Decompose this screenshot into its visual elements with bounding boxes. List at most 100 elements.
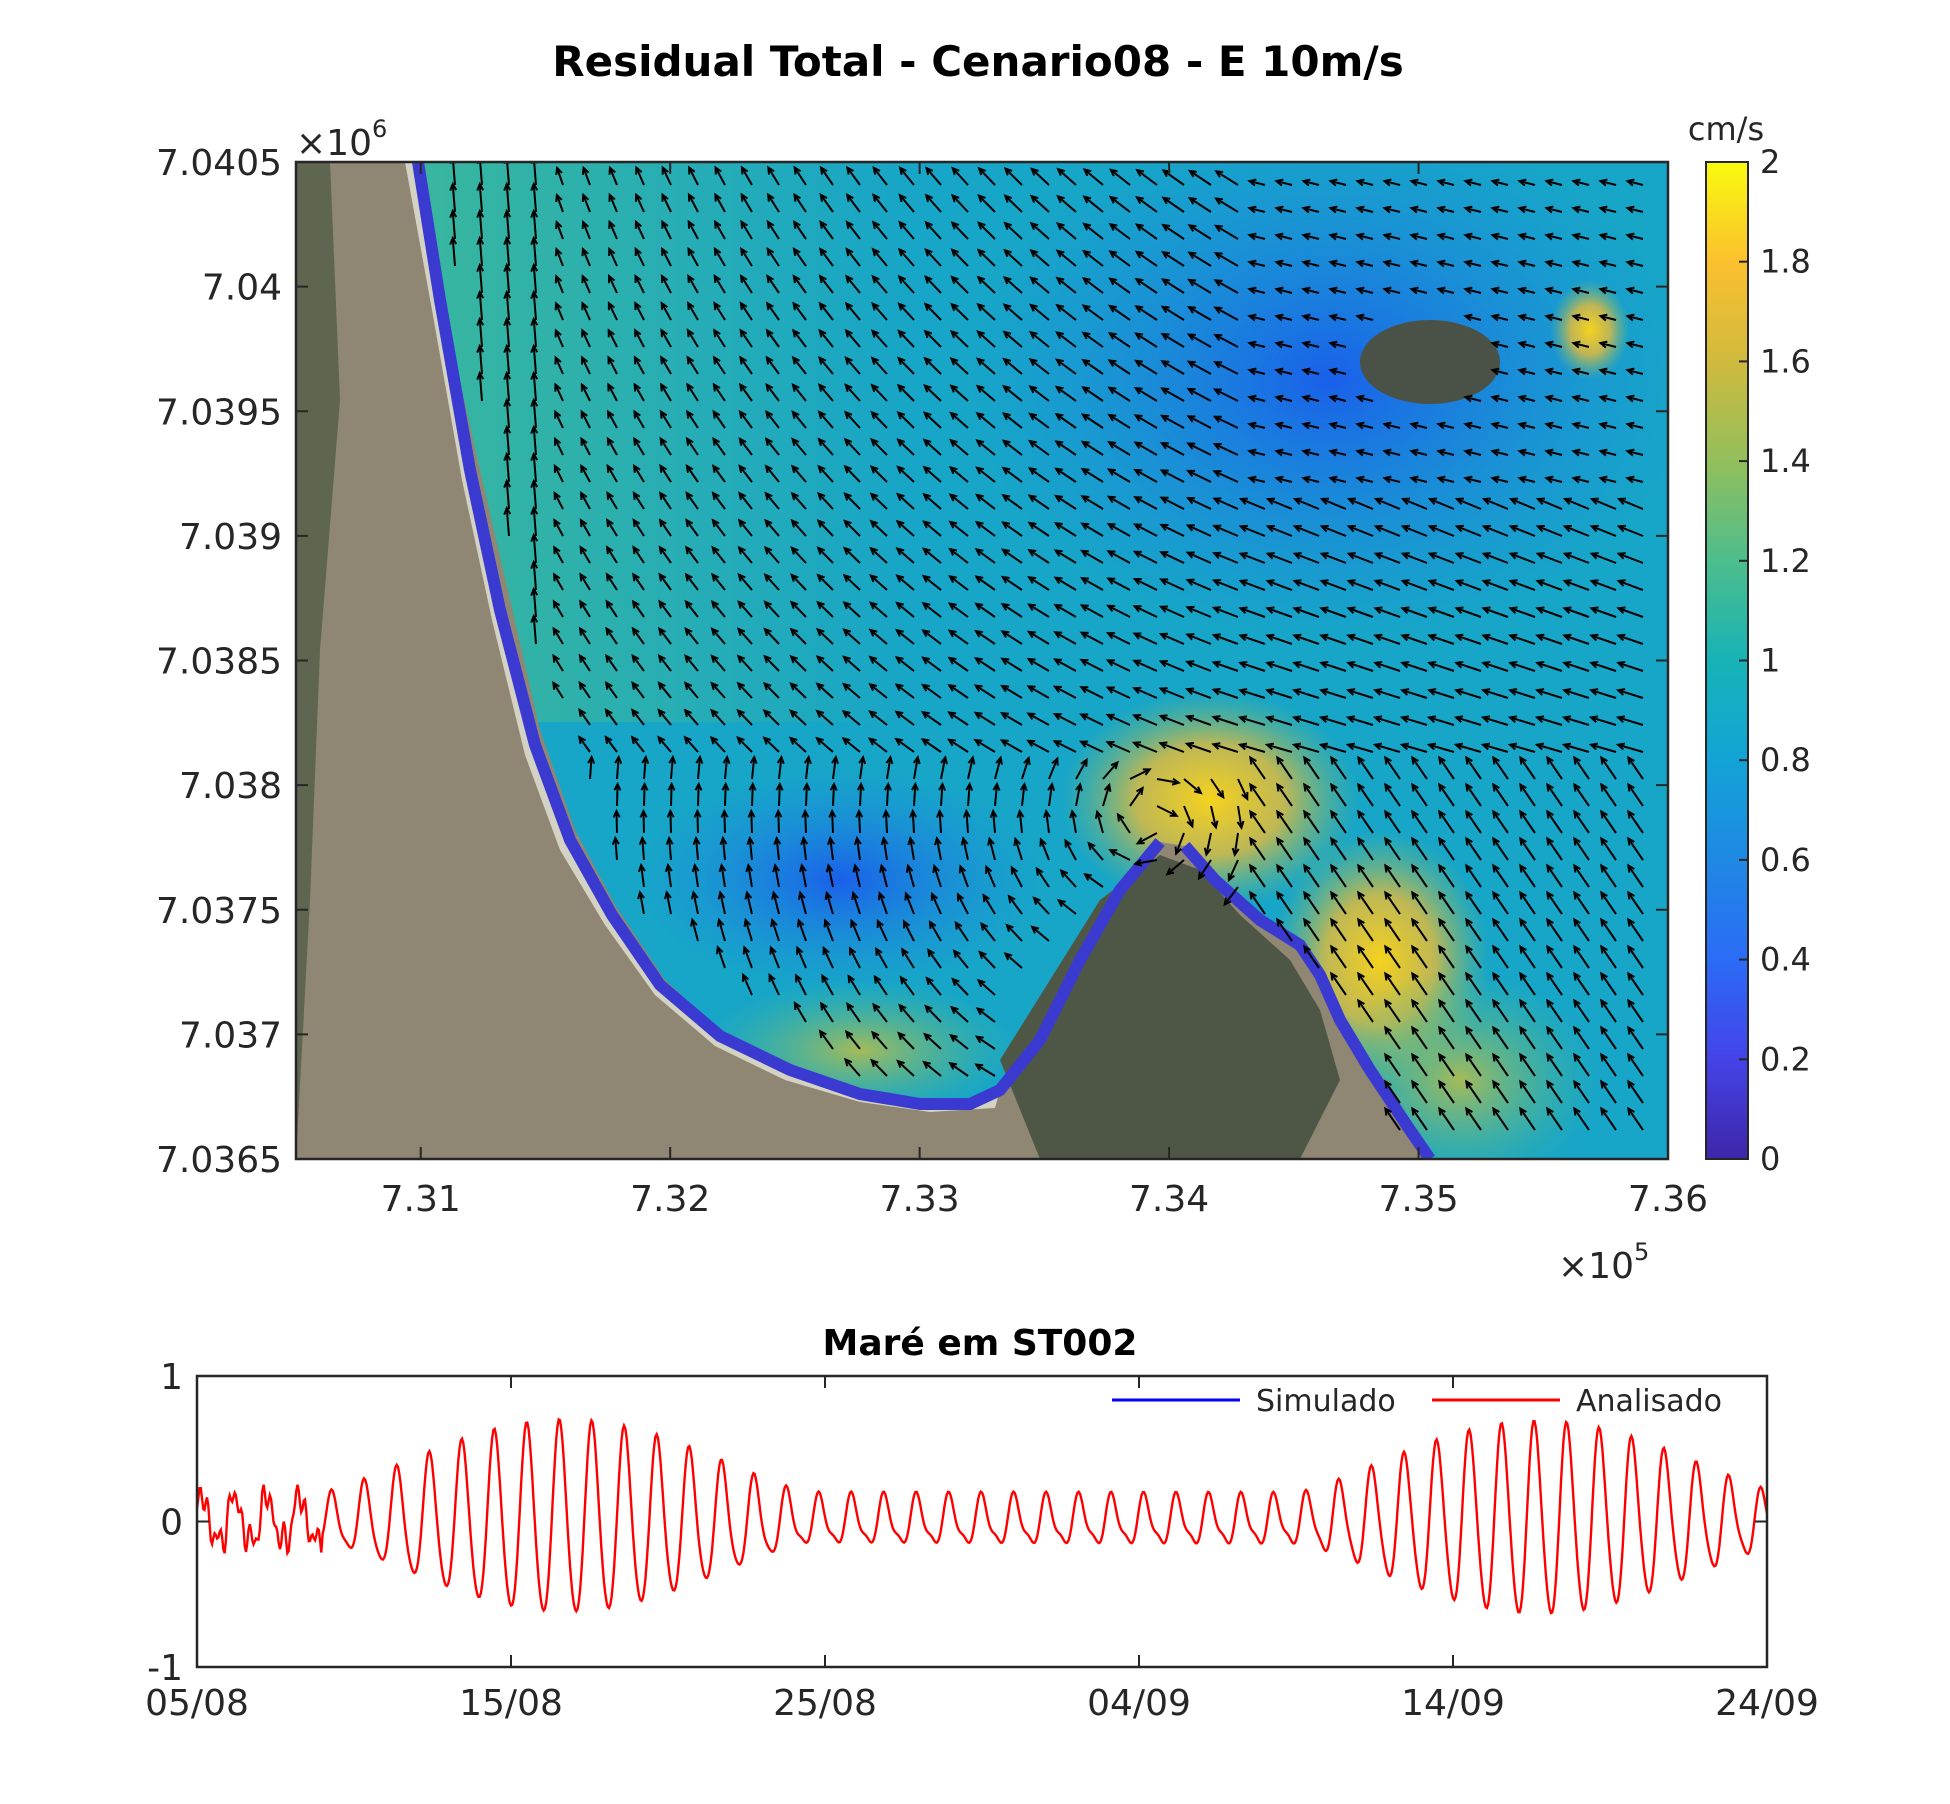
velocity-arrow xyxy=(799,892,807,915)
velocity-arrow xyxy=(1249,315,1266,321)
velocity-arrow xyxy=(832,757,837,780)
velocity-arrow-head xyxy=(530,262,539,272)
velocity-arrow-head xyxy=(1026,603,1037,612)
velocity-arrow-head xyxy=(581,165,590,175)
velocity-arrow-head xyxy=(1373,688,1383,696)
velocity-arrow xyxy=(1374,661,1401,672)
velocity-arrow-head xyxy=(1438,998,1446,1008)
velocity-arrow xyxy=(579,655,591,672)
velocity-arrow-head xyxy=(1107,359,1117,368)
velocity-arrow-head xyxy=(1238,579,1248,587)
velocity-arrow-head xyxy=(1026,712,1036,720)
velocity-arrow xyxy=(1249,756,1266,780)
velocity-arrow xyxy=(1107,632,1131,645)
velocity-arrow xyxy=(1627,423,1644,429)
velocity-arrow-head xyxy=(1274,313,1284,322)
velocity-arrow-head xyxy=(1184,741,1195,750)
velocity-arrow-head xyxy=(1600,1079,1608,1089)
velocity-arrow xyxy=(1519,423,1536,429)
velocity-arrow xyxy=(1084,873,1104,888)
velocity-arrow xyxy=(1249,207,1266,213)
velocity-arrow-head xyxy=(1053,603,1063,612)
velocity-arrow xyxy=(1573,369,1590,375)
velocity-arrow xyxy=(724,757,729,780)
velocity-arrow xyxy=(1347,716,1374,726)
velocity-arrow xyxy=(1134,441,1158,456)
velocity-arrow-head xyxy=(1600,971,1608,981)
velocity-arrow xyxy=(1087,842,1104,861)
velocity-arrow-head xyxy=(1411,755,1419,765)
velocity-arrow xyxy=(975,603,996,618)
velocity-arrow xyxy=(796,947,807,969)
velocity-arrow-head xyxy=(1346,579,1356,587)
velocity-arrow xyxy=(478,346,483,375)
colorbar-tick-label: 0 xyxy=(1760,1140,1780,1178)
velocity-arrow-head xyxy=(1027,521,1037,530)
velocity-arrow-head xyxy=(1265,633,1275,642)
velocity-arrow-head xyxy=(1158,632,1168,640)
tide-legend: Simulado Analisado xyxy=(1112,1384,1722,1419)
map-x-tick-label: 7.34 xyxy=(1129,1179,1209,1220)
velocity-arrow-head xyxy=(476,316,485,326)
velocity-arrow xyxy=(659,465,672,483)
velocity-arrow xyxy=(819,275,834,294)
velocity-arrow-head xyxy=(1079,631,1089,639)
velocity-arrow-head xyxy=(1544,259,1554,268)
velocity-arrow-head xyxy=(608,192,616,202)
velocity-arrow xyxy=(1627,261,1644,267)
velocity-arrow-head xyxy=(1002,384,1011,394)
velocity-arrow-head xyxy=(1303,809,1311,819)
velocity-arrow-head xyxy=(1303,782,1311,792)
velocity-arrow-head xyxy=(869,519,879,529)
velocity-arrow-head xyxy=(1055,331,1065,340)
velocity-arrow-head xyxy=(1571,475,1581,484)
velocity-arrow xyxy=(1056,304,1077,321)
velocity-arrow xyxy=(1347,661,1374,672)
velocity-arrow xyxy=(922,684,942,699)
velocity-arrow-head xyxy=(1003,194,1013,203)
velocity-arrow xyxy=(580,411,591,429)
velocity-arrow-head xyxy=(1573,1106,1581,1116)
velocity-arrow-head xyxy=(1158,741,1168,749)
velocity-arrow-head xyxy=(1301,367,1311,376)
velocity-arrow-head xyxy=(1001,493,1011,502)
velocity-arrow-head xyxy=(977,194,986,203)
velocity-arrow-head xyxy=(1357,971,1365,981)
velocity-arrow-head xyxy=(686,382,694,392)
velocity-arrow-head xyxy=(934,836,942,846)
velocity-arrow xyxy=(790,628,807,645)
velocity-arrow-head xyxy=(605,626,614,636)
velocity-arrow-head xyxy=(683,735,692,745)
velocity-arrow-head xyxy=(791,355,800,365)
velocity-arrow xyxy=(1188,224,1212,240)
velocity-arrow-head xyxy=(1132,550,1142,558)
velocity-arrow xyxy=(949,602,969,618)
velocity-arrow-head xyxy=(819,192,828,202)
velocity-arrow-head xyxy=(1027,494,1037,503)
velocity-arrow-head xyxy=(1409,421,1419,430)
velocity-arrow xyxy=(1060,870,1077,888)
velocity-arrow xyxy=(923,439,942,456)
velocity-arrow-head xyxy=(1616,497,1627,505)
velocity-arrow-head xyxy=(846,1002,855,1012)
velocity-arrow xyxy=(1411,1026,1428,1050)
velocity-arrow-head xyxy=(1108,849,1118,857)
velocity-arrow xyxy=(1028,522,1050,537)
velocity-arrow xyxy=(1563,689,1590,699)
velocity-arrow xyxy=(1033,897,1050,915)
velocity-arrow xyxy=(778,783,781,807)
velocity-arrow xyxy=(1276,864,1293,888)
velocity-arrow xyxy=(845,248,861,267)
velocity-arrow xyxy=(1348,634,1374,645)
velocity-arrow-head xyxy=(872,1002,881,1012)
velocity-arrow xyxy=(1384,756,1401,780)
velocity-arrow xyxy=(1187,497,1212,510)
velocity-arrow xyxy=(1055,495,1077,510)
velocity-arrow-head xyxy=(580,436,588,446)
velocity-arrow xyxy=(1109,305,1131,321)
velocity-arrow xyxy=(697,783,700,807)
velocity-arrow xyxy=(1411,450,1428,456)
velocity-arrow xyxy=(532,454,537,483)
velocity-arrow-head xyxy=(1384,836,1392,846)
velocity-arrow-head xyxy=(553,490,561,501)
